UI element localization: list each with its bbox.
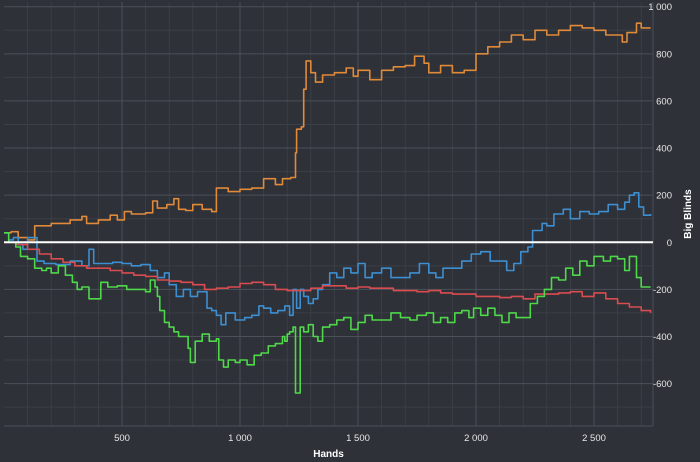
x-tick-label: 2 000 [464, 433, 488, 444]
y-tick-label: -600 [653, 379, 672, 390]
y-tick-label: 0 [667, 238, 672, 249]
y-tick-label: 400 [656, 144, 672, 155]
x-axis-title: Hands [313, 449, 344, 460]
y-tick-label: 1 000 [648, 2, 672, 13]
y-tick-label: 600 [656, 96, 672, 107]
y-tick-label: 200 [656, 191, 672, 202]
y-tick-label: 800 [656, 49, 672, 60]
y-tick-labels: -600 -400 -200 0 200 400 600 800 1 000 [648, 2, 672, 390]
series-line-1 [4, 22, 651, 241]
x-tick-label: 500 [114, 433, 130, 444]
y-axis-title: Big Blinds [683, 189, 694, 239]
major-grid [4, 2, 654, 427]
series-line-2 [4, 192, 652, 326]
series-line-4 [4, 232, 651, 394]
x-tick-label: 2 500 [582, 433, 606, 444]
x-tick-labels: 500 1 000 1 500 2 000 2 500 [114, 433, 606, 444]
x-tick-label: 1 500 [346, 433, 370, 444]
y-tick-label: -400 [653, 332, 672, 343]
x-tick-label: 1 000 [228, 433, 252, 444]
y-tick-label: -200 [653, 285, 672, 296]
series-line-3 [4, 241, 652, 313]
series-layer [4, 22, 652, 394]
